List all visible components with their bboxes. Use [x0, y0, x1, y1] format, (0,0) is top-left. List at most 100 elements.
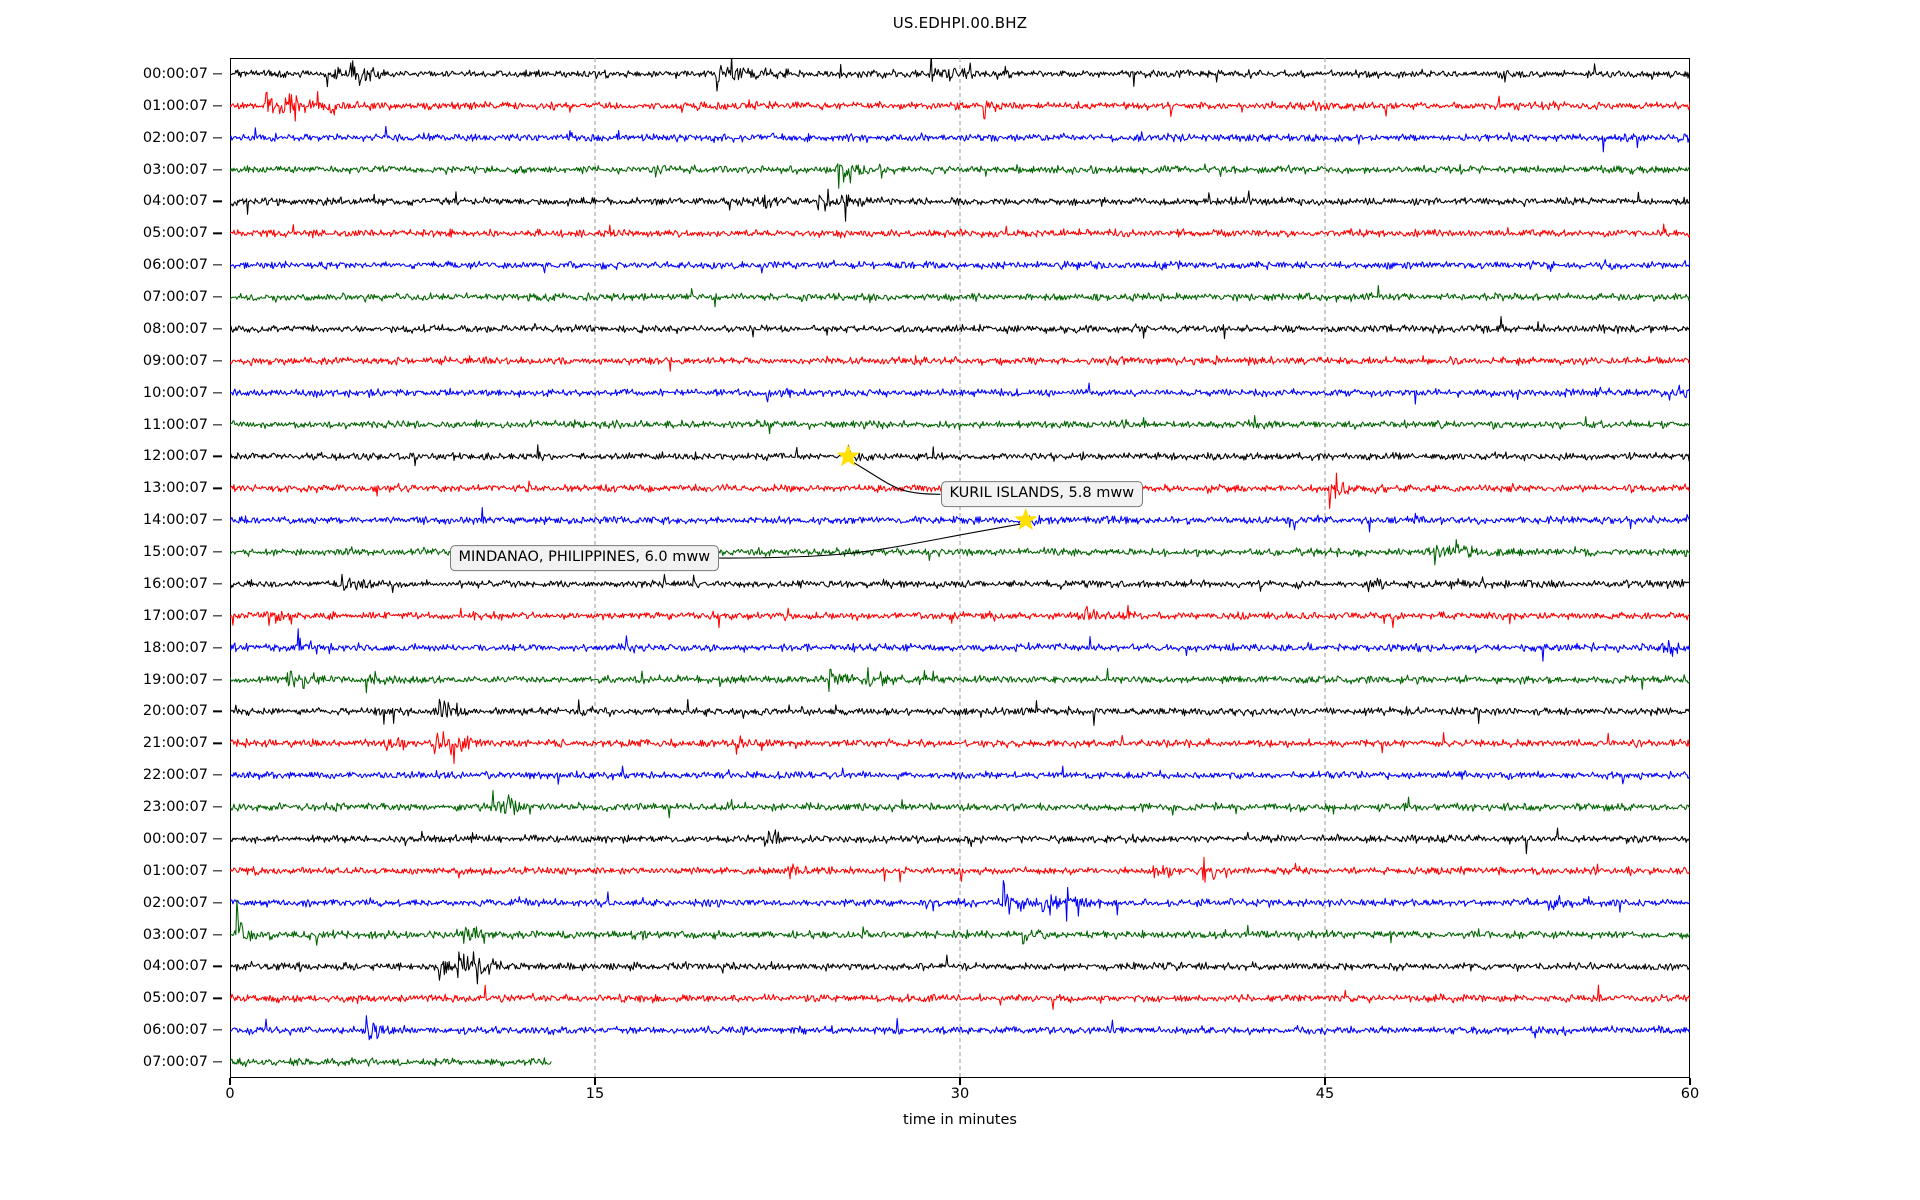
y-tick-mark-14 [213, 519, 222, 521]
x-axis-title: time in minutes [903, 1112, 1017, 1128]
trace-row-28 [230, 951, 1690, 985]
y-tick-label-22: 22:00:07 [142, 767, 208, 784]
y-tick-label-11: 11:00:07 [142, 416, 208, 433]
y-tick-label-26: 02:00:07 [142, 894, 208, 911]
trace-row-18 [230, 628, 1690, 662]
annotation-leader-line-0 [847, 458, 941, 495]
y-tick-label-15: 15:00:07 [142, 544, 208, 561]
y-tick-label-5: 05:00:07 [142, 225, 208, 242]
y-tick-mark-5 [213, 232, 222, 234]
trace-row-22 [230, 765, 1690, 785]
annotation-label-1[interactable]: MINDANAO, PHILIPPINES, 6.0 mww [449, 545, 720, 571]
y-tick-mark-15 [213, 551, 222, 553]
trace-row-5 [230, 223, 1690, 239]
annotation-leader-line-1 [719, 522, 1026, 559]
y-tick-label-19: 19:00:07 [142, 671, 208, 688]
y-tick-label-7: 07:00:07 [142, 289, 208, 306]
y-tick-label-3: 03:00:07 [142, 161, 208, 178]
trace-row-8 [230, 316, 1690, 340]
y-tick-mark-9 [213, 360, 222, 362]
x-axis-tick-labels: 0 15 30 45 60 [225, 1078, 1699, 1108]
y-tick-mark-0 [213, 73, 222, 75]
trace-row-9 [230, 355, 1690, 372]
trace-row-16 [230, 573, 1690, 594]
y-tick-label-31: 07:00:07 [142, 1054, 208, 1071]
y-tick-mark-24 [213, 838, 222, 840]
y-tick-label-27: 03:00:07 [142, 926, 208, 943]
trace-row-14 [230, 506, 1690, 533]
annotation-overlay [719, 444, 1038, 559]
trace-row-25 [230, 856, 1690, 883]
x-tick-label-1: 15 [585, 1086, 605, 1102]
trace-row-12 [230, 444, 1690, 467]
y-tick-mark-16 [213, 583, 222, 585]
y-tick-mark-30 [213, 1029, 222, 1031]
x-tick-label-2: 30 [950, 1086, 970, 1102]
y-tick-mark-11 [213, 423, 222, 426]
y-tick-mark-13 [213, 487, 222, 489]
y-tick-label-28: 04:00:07 [142, 958, 208, 975]
trace-row-2 [230, 125, 1690, 153]
y-axis-tick-labels: 00:00:07 01:00:07 02:00:07 03:00:07 04:00:07… [0, 58, 222, 1078]
plot-axes: KURIL ISLANDS, 5.8 mww MINDANAO, PHILIPPI… [230, 58, 1690, 1078]
y-tick-label-14: 14:00:07 [142, 512, 208, 529]
y-tick-label-25: 01:00:07 [142, 862, 208, 879]
y-tick-mark-25 [213, 870, 222, 872]
y-tick-mark-19 [213, 678, 222, 681]
trace-row-3 [230, 163, 1690, 189]
y-tick-mark-6 [213, 264, 222, 266]
trace-row-1 [230, 91, 1690, 122]
y-tick-mark-21 [213, 742, 222, 744]
y-tick-label-24: 00:00:07 [142, 830, 208, 847]
trace-row-26 [230, 880, 1690, 922]
x-tick-label-3: 45 [1315, 1086, 1335, 1102]
y-tick-label-18: 18:00:07 [142, 639, 208, 656]
y-tick-label-12: 12:00:07 [142, 448, 208, 465]
trace-row-11 [230, 414, 1690, 435]
y-tick-mark-17 [213, 615, 222, 617]
y-tick-label-9: 09:00:07 [142, 352, 208, 369]
trace-row-4 [230, 188, 1690, 222]
seismic-traces [230, 58, 1690, 1078]
y-tick-mark-28 [213, 965, 222, 968]
x-tick-mark-3 [1324, 1078, 1326, 1085]
trace-row-0 [230, 58, 1690, 92]
y-tick-label-8: 08:00:07 [142, 320, 208, 337]
y-tick-label-16: 16:00:07 [142, 575, 208, 592]
x-tick-label-0: 0 [225, 1086, 235, 1102]
y-tick-mark-22 [213, 774, 222, 776]
y-tick-label-1: 01:00:07 [142, 97, 208, 114]
y-tick-mark-23 [213, 806, 222, 808]
y-tick-mark-7 [213, 296, 222, 298]
trace-row-7 [230, 284, 1690, 308]
x-tick-mark-0 [229, 1078, 231, 1085]
y-tick-mark-29 [213, 997, 222, 999]
y-tick-label-20: 20:00:07 [142, 703, 208, 720]
y-tick-label-0: 00:00:07 [142, 65, 208, 82]
y-tick-mark-4 [213, 200, 222, 203]
trace-row-30 [230, 1015, 1690, 1041]
y-tick-label-6: 06:00:07 [142, 257, 208, 274]
x-tick-mark-4 [1689, 1078, 1691, 1085]
y-tick-label-17: 17:00:07 [142, 607, 208, 624]
y-tick-mark-18 [213, 647, 222, 649]
earthquake-star-marker-1[interactable] [1014, 508, 1038, 531]
page-title: US.EDHPI.00.BHZ [892, 14, 1028, 32]
y-tick-mark-2 [213, 137, 222, 139]
annotation-label-0[interactable]: KURIL ISLANDS, 5.8 mww [940, 481, 1144, 508]
y-tick-mark-8 [213, 328, 222, 330]
y-tick-label-10: 10:00:07 [142, 384, 208, 401]
y-tick-mark-26 [213, 902, 222, 904]
earthquake-star-marker-0[interactable] [836, 444, 860, 467]
x-tick-label-4: 60 [1680, 1086, 1700, 1102]
trace-row-17 [230, 604, 1690, 629]
trace-row-31 [230, 1057, 552, 1068]
trace-row-23 [230, 789, 1690, 819]
y-tick-label-30: 06:00:07 [142, 1022, 208, 1039]
y-tick-mark-3 [213, 168, 222, 171]
y-tick-mark-20 [213, 710, 222, 713]
trace-row-24 [230, 827, 1690, 855]
y-tick-mark-12 [213, 455, 222, 458]
y-tick-mark-10 [213, 392, 222, 394]
